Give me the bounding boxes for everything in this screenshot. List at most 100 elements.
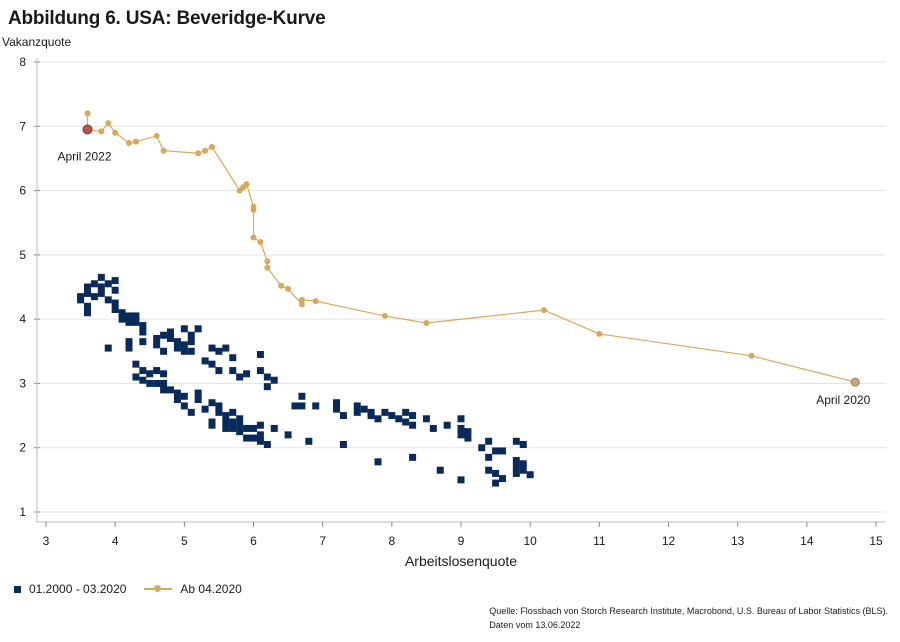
data-point-square <box>436 466 444 474</box>
data-point-square <box>215 408 223 416</box>
data-point-square <box>153 341 161 349</box>
grid <box>40 61 886 513</box>
data-point-square <box>485 437 493 445</box>
data-point-square <box>443 421 451 429</box>
data-point-square <box>111 277 119 285</box>
y-tick-label: 4 <box>19 312 26 326</box>
y-tick-label: 2 <box>19 441 26 455</box>
data-point-square <box>339 441 347 448</box>
data-point-square <box>104 280 112 288</box>
data-point-square <box>367 412 375 420</box>
x-tick-label: 5 <box>181 534 188 548</box>
data-point-square <box>104 344 112 352</box>
legend-item-series2: Ab 04.2020 <box>144 582 242 596</box>
x-tick-label: 10 <box>523 534 537 548</box>
data-point-square <box>187 408 195 416</box>
data-point-square <box>215 402 223 410</box>
data-point-square <box>284 431 292 439</box>
data-point-square <box>160 331 168 339</box>
data-point-square <box>256 437 264 445</box>
data-point-square <box>194 325 202 333</box>
data-point-circle <box>84 110 91 117</box>
legend-label-series2: Ab 04.2020 <box>180 582 242 596</box>
data-point-square <box>208 399 216 407</box>
data-point-square <box>312 402 320 410</box>
data-point-square <box>153 379 161 387</box>
data-point-square <box>167 386 174 394</box>
data-point-square <box>160 347 168 355</box>
data-point-square <box>374 458 382 466</box>
data-point-square <box>84 309 91 317</box>
y-tick-label: 7 <box>19 119 26 133</box>
data-point-square <box>160 370 168 378</box>
data-point-square <box>250 434 257 442</box>
data-point-square <box>111 306 119 313</box>
data-point-square <box>333 405 340 413</box>
data-point-square <box>229 367 237 375</box>
data-point-square <box>201 357 209 365</box>
annotation-april-2020: April 2020 <box>816 393 870 407</box>
data-point-square <box>153 367 161 375</box>
data-point-circle <box>195 150 202 157</box>
data-point-square <box>146 379 154 387</box>
data-point-square <box>526 471 534 479</box>
data-point-square <box>173 338 181 346</box>
data-point-square <box>90 293 98 301</box>
data-point-square <box>208 421 216 429</box>
data-point-square <box>409 453 417 461</box>
data-point-square <box>270 424 278 432</box>
data-point-square <box>222 412 230 420</box>
data-point-circle <box>285 285 292 292</box>
data-point-circle <box>202 147 209 154</box>
data-point-circle <box>98 128 105 135</box>
data-point-circle <box>596 330 603 337</box>
data-point-square <box>236 428 244 436</box>
data-point-circle <box>112 129 119 136</box>
data-point-square <box>153 334 161 342</box>
data-point-square <box>305 437 313 445</box>
data-point-square <box>339 412 347 420</box>
data-point-square <box>180 402 188 410</box>
data-point-square <box>77 293 85 301</box>
data-point-square <box>229 408 237 416</box>
data-point-square <box>270 376 278 384</box>
data-point-square <box>256 431 264 439</box>
data-point-square <box>90 280 98 288</box>
y-tick-label: 8 <box>19 55 26 69</box>
data-point-square <box>125 318 133 326</box>
data-point-square <box>492 479 500 487</box>
data-point-square <box>485 466 493 474</box>
data-point-april-2020 <box>850 377 860 387</box>
data-point-circle <box>250 234 257 241</box>
data-point-square <box>422 415 430 423</box>
data-point-square <box>492 447 500 455</box>
data-point-circle <box>153 132 160 139</box>
data-point-square <box>457 424 465 432</box>
series-line <box>86 113 856 383</box>
data-point-square <box>388 412 396 420</box>
data-point-square <box>512 469 520 477</box>
data-point-circle <box>278 282 285 289</box>
data-point-circle <box>236 187 243 194</box>
data-point-square <box>111 286 119 294</box>
data-point-square <box>236 415 244 423</box>
data-point-square <box>173 344 181 352</box>
data-point-square <box>139 376 147 384</box>
series-ab-2020 <box>82 110 860 387</box>
data-point-square <box>125 312 133 320</box>
data-point-square <box>201 405 209 413</box>
series-2000-2020 <box>77 273 534 487</box>
data-point-square <box>180 347 188 355</box>
data-point-square <box>139 322 147 330</box>
data-point-square <box>173 396 181 403</box>
data-point-square <box>84 283 91 291</box>
data-point-square <box>187 331 195 339</box>
data-point-square <box>256 351 264 358</box>
data-point-square <box>243 424 251 432</box>
data-point-square <box>519 441 527 448</box>
data-point-square <box>194 396 202 403</box>
data-point-circle <box>264 258 271 265</box>
x-tick-label: 15 <box>869 534 883 548</box>
data-point-square <box>402 408 410 416</box>
